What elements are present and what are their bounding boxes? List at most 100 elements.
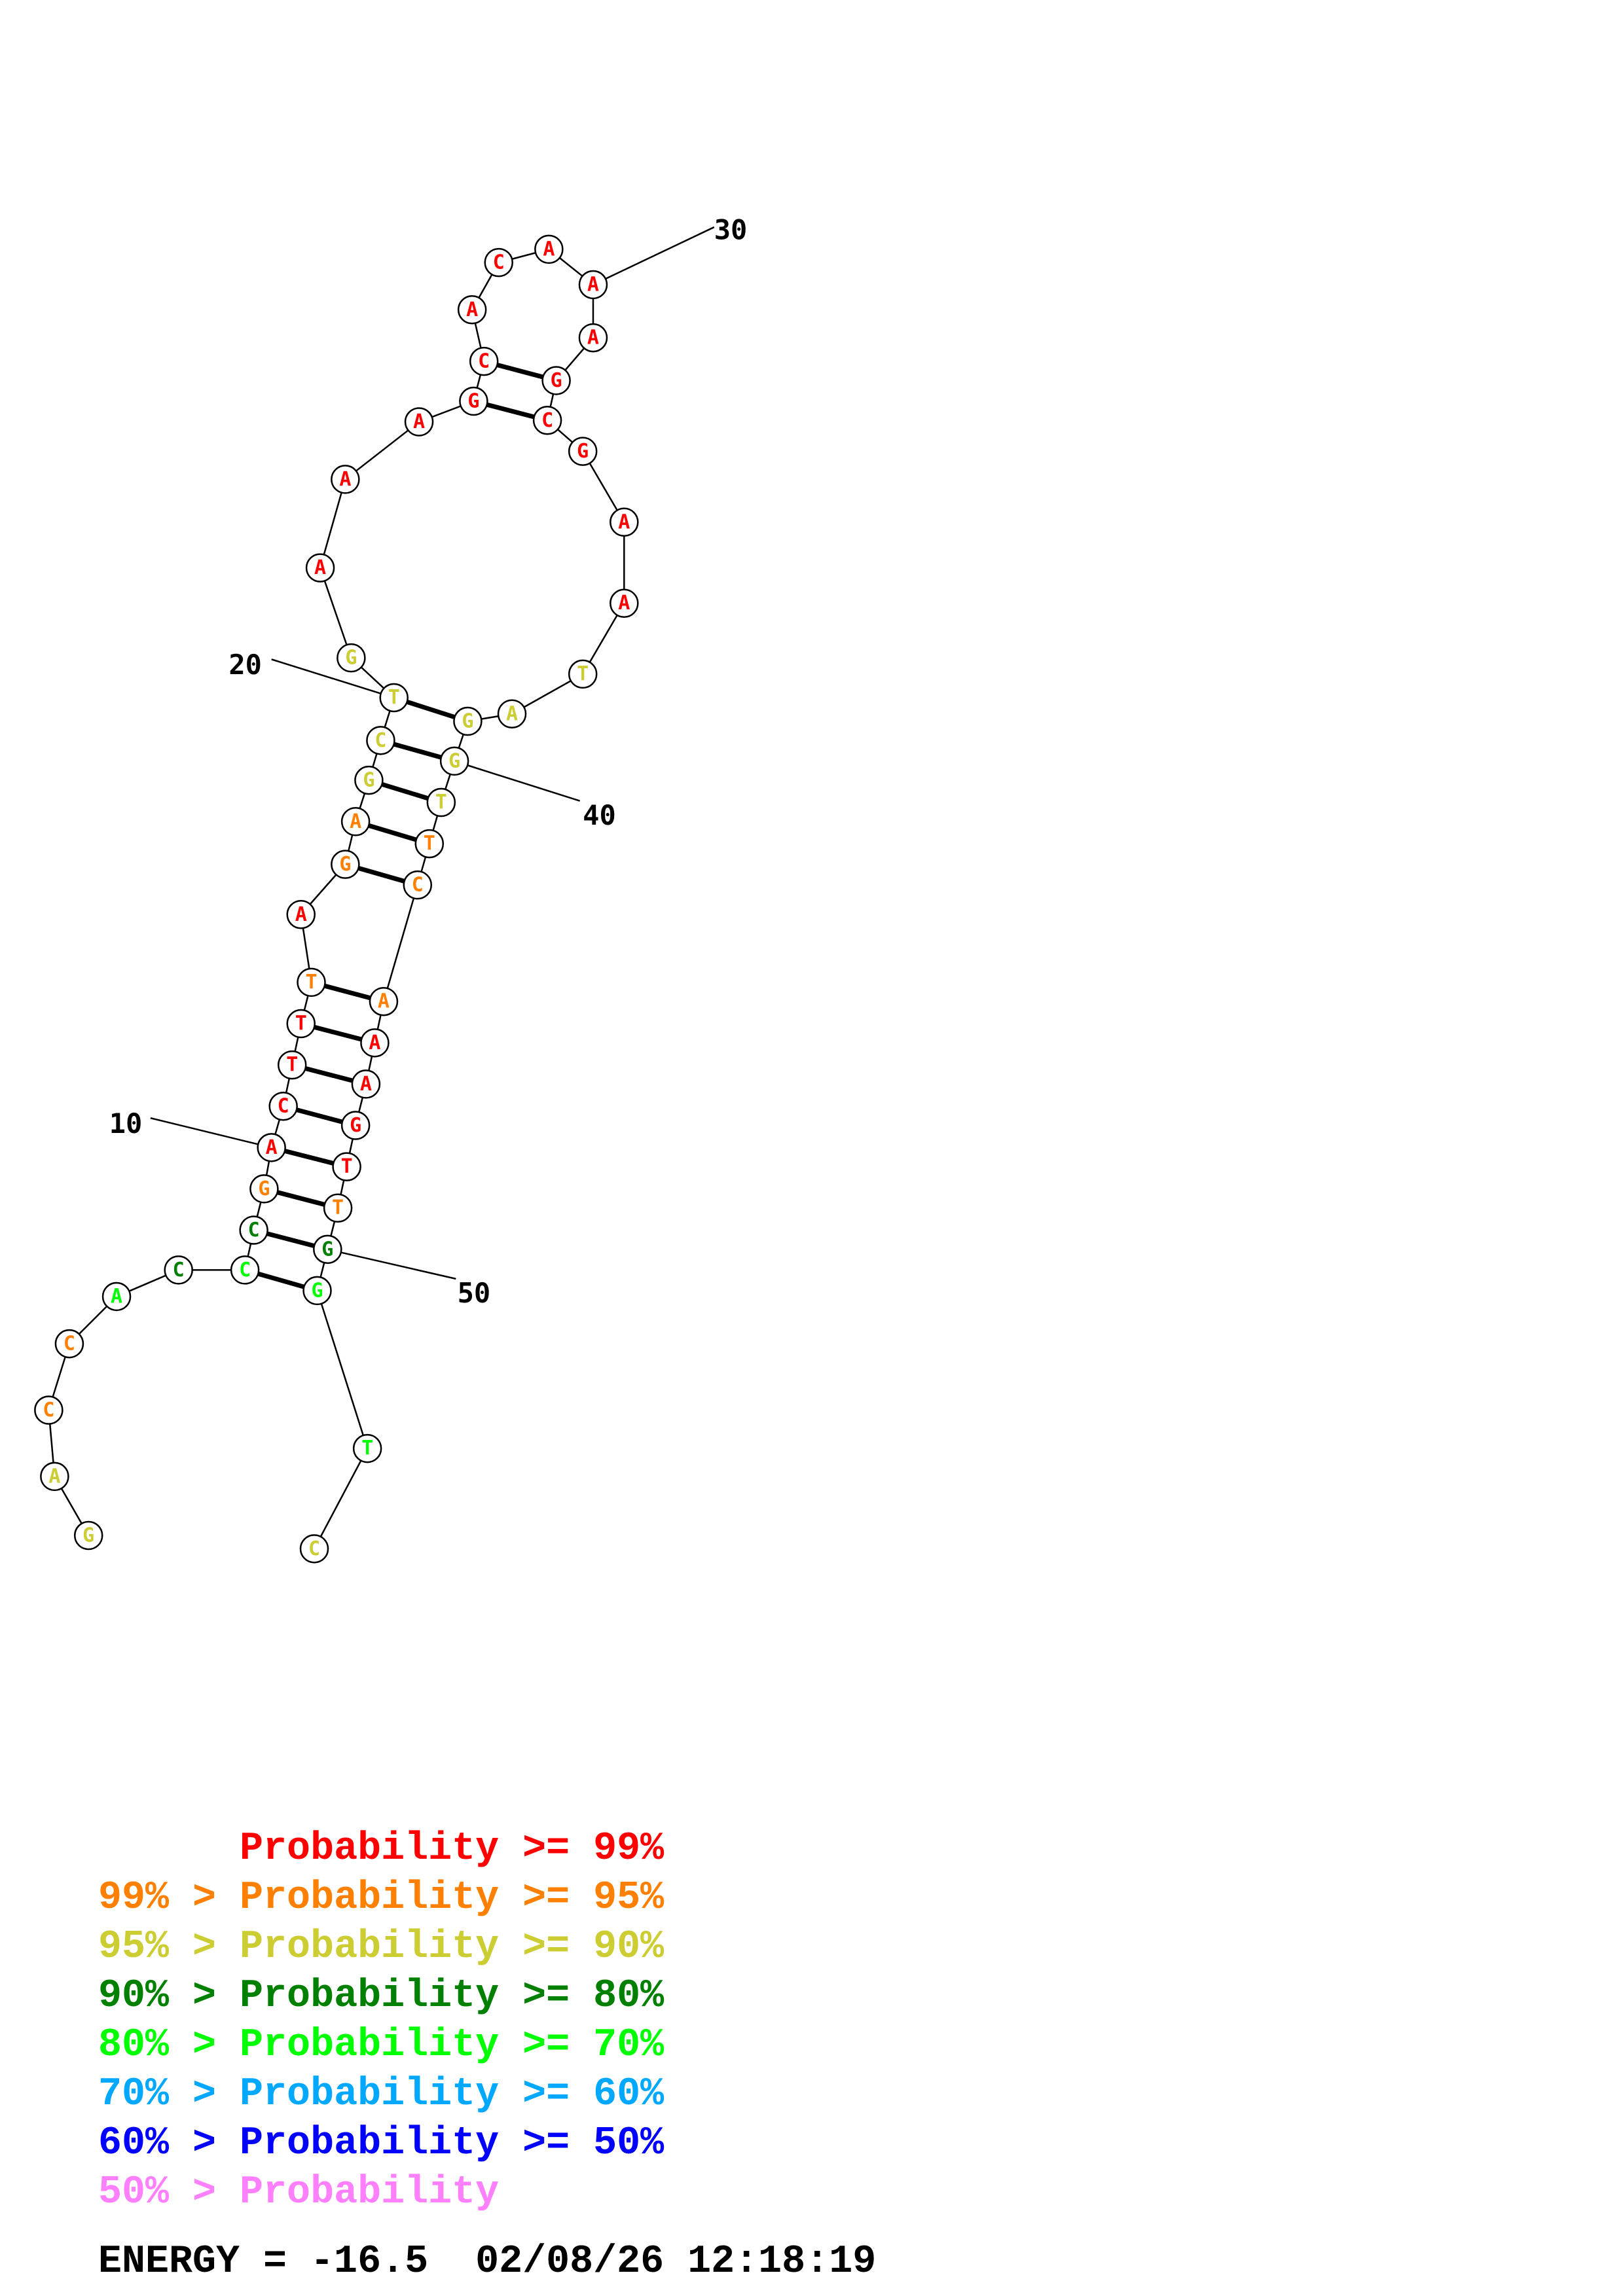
nucleotide-circle (54, 1329, 84, 1359)
nucleotide: C (469, 346, 499, 376)
nucleotide: A (578, 270, 608, 300)
nucleotide: A (360, 1028, 390, 1058)
nucleotide-circle (337, 643, 366, 673)
nucleotide-letter: T (424, 833, 435, 855)
nucleotide-letter: G (82, 1524, 94, 1547)
probability-legend: Probability >= 99% 99% > Probability >= 9… (98, 1825, 1539, 2217)
nucleotide: G (302, 1276, 332, 1306)
nucleotide-letter: A (413, 410, 425, 433)
nucleotide-circle (286, 900, 316, 929)
backbone-segment (319, 567, 352, 658)
nucleotide: A (331, 465, 360, 494)
nucleotide: C (366, 726, 395, 755)
nucleotide: T (277, 1050, 307, 1080)
nucleotide-circle (578, 270, 608, 300)
nucleotide: A (101, 1282, 132, 1312)
nucleotide-letter: C (239, 1259, 251, 1282)
nucleotide-letter: A (350, 810, 361, 833)
nucleotide: A (404, 407, 434, 437)
nucleotide-circle (497, 699, 527, 729)
nucleotide: C (299, 1534, 329, 1564)
nucleotide-circle (268, 1091, 298, 1121)
nucleotide: A (578, 323, 608, 353)
nucleotide-letter: C (374, 729, 386, 752)
nucleotide-circle (340, 807, 371, 836)
nucleotide: A (497, 699, 527, 729)
nucleotide-letter: A (587, 327, 599, 350)
nucleotide-circle (73, 1520, 103, 1551)
nucleotide-letter: G (577, 440, 589, 463)
nucleotide-circle (340, 1111, 371, 1140)
position-number: 40 (583, 799, 616, 831)
nucleotide-circle (230, 1255, 260, 1285)
nucleotide: A (369, 986, 399, 1016)
nucleotide-letter: A (587, 273, 599, 296)
nucleotide-letter: C (64, 1333, 75, 1355)
nucleotide: C (164, 1255, 193, 1285)
nucleotide-letter: G (350, 1114, 361, 1137)
energy-footer: ENERGY = -16.5 02/08/26 12:18:19 (98, 2240, 876, 2284)
nucleotide: T (297, 967, 326, 997)
nucleotide-letter: A (266, 1136, 278, 1159)
nucleotide-circle (457, 295, 487, 325)
nucleotide-letter: G (339, 853, 351, 876)
nucleotide: T (414, 829, 445, 859)
nucleotide-circle (484, 247, 513, 278)
nucleotide-letter: G (551, 369, 562, 392)
nucleotide: C (403, 870, 433, 900)
nucleotide: G (313, 1234, 342, 1265)
backbone-segment (344, 421, 420, 480)
backbone-segment (319, 479, 346, 568)
nucleotide: T (426, 787, 456, 817)
nucleotide-circle (299, 1534, 329, 1564)
legend-row: 99% > Probability >= 95% (98, 1874, 1539, 1923)
legend-row: 50% > Probability (98, 2168, 1539, 2217)
nucleotide: G (249, 1174, 279, 1204)
nucleotide-circle (379, 683, 409, 713)
legend-row: 60% > Probability >= 50% (98, 2119, 1539, 2168)
nucleotide: T (323, 1193, 353, 1223)
nucleotide-circle (331, 465, 360, 494)
nucleotide: A (610, 507, 639, 537)
nucleotide-letter: C (541, 409, 553, 432)
nucleotide-letter: G (345, 647, 357, 670)
nucleotide-circle (426, 787, 456, 817)
nucleotide-letter: A (543, 238, 555, 260)
nucleotide: A (340, 807, 371, 836)
nucleotide-circle (34, 1395, 64, 1425)
legend-label: Probability >= 99% (240, 1827, 665, 1871)
nucleotide: T (286, 1009, 316, 1039)
nucleotide-letter: G (448, 749, 460, 772)
nucleotide-circle (534, 234, 564, 264)
nucleotide: A (457, 295, 487, 325)
nucleotide-letter: T (286, 1054, 298, 1077)
nucleotide-circle (366, 726, 395, 755)
nucleotide-letter: C (308, 1537, 320, 1560)
position-number: 30 (714, 213, 748, 245)
nucleotide: G (337, 643, 366, 673)
nucleotide: G (331, 850, 360, 879)
nucleotide: T (568, 659, 598, 689)
nucleotide: T (352, 1433, 382, 1463)
nucleotide-letter: T (341, 1155, 353, 1178)
nucleotide: A (257, 1133, 286, 1162)
nucleotide-letter: A (378, 990, 390, 1013)
nucleotide-circle (459, 386, 488, 416)
legend-label: Probability >= 80% (240, 1974, 665, 2018)
legend-threshold: 95% > (98, 1925, 240, 1969)
nucleotide-letter: A (111, 1285, 122, 1308)
nucleotide: A (40, 1462, 69, 1492)
nucleotide: C (239, 1215, 268, 1245)
legend-threshold: 70% > (98, 2072, 240, 2117)
nucleotide-letter: A (506, 702, 518, 725)
nucleotide: T (379, 683, 409, 713)
position-tick (454, 760, 581, 802)
energy-value: ENERGY = -16.5 (98, 2240, 429, 2284)
base-pair-lines (244, 359, 557, 1293)
nucleotide: A (534, 234, 564, 264)
nucleotide-circle (331, 850, 360, 879)
legend-label: Probability >= 90% (240, 1925, 665, 1969)
nucleotide-letter: A (295, 903, 307, 926)
